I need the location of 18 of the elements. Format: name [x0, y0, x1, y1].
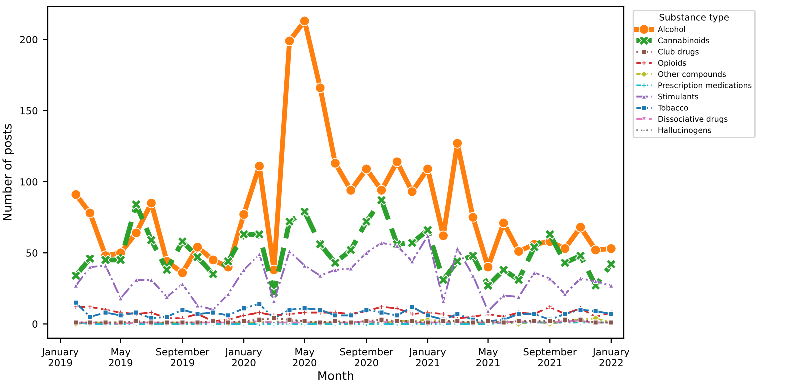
y-tick-label: 50 [26, 250, 38, 257]
x-tick-label: September 2021 [524, 348, 577, 367]
y-axis-title: Number of posts [2, 124, 14, 221]
x-tick-label: September 2020 [340, 348, 394, 367]
x-axis-title: Month [318, 371, 354, 380]
x-tick-label: January 2019 [42, 348, 79, 367]
legend-title: Substance type [660, 14, 730, 23]
x-tick-label: January 2020 [225, 348, 262, 367]
x-tick-label: September 2019 [156, 348, 210, 367]
x-tick-label: May 2021 [476, 348, 500, 367]
y-tick-label: 100 [20, 178, 38, 186]
y-tick-label: 0 [32, 320, 38, 328]
x-tick-label: May 2020 [293, 348, 317, 367]
x-tick-label: May 2019 [109, 348, 133, 367]
x-tick-label: January 2021 [409, 348, 446, 367]
x-tick-label: January 2022 [592, 348, 630, 367]
y-tick-label: 200 [20, 36, 38, 44]
y-tick-label: 150 [20, 107, 38, 115]
